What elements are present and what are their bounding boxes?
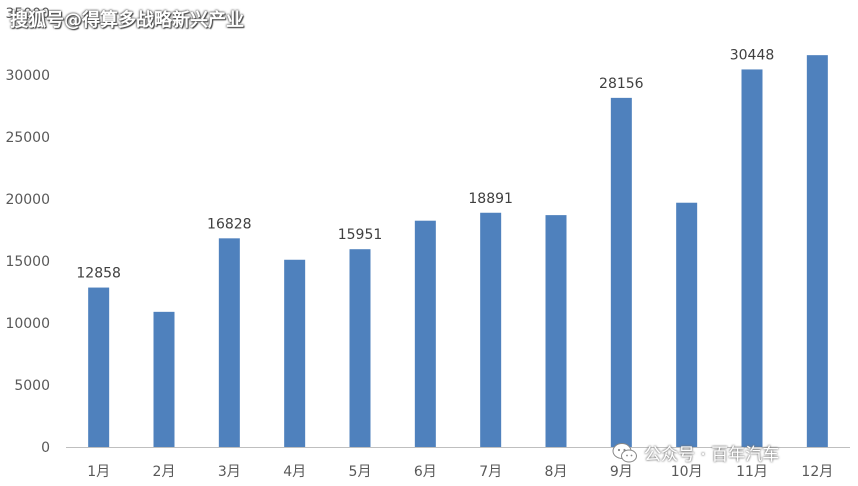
x-tick-label: 10月 xyxy=(671,464,703,480)
bar xyxy=(806,55,828,447)
bar xyxy=(741,69,763,448)
data-label: 15951 xyxy=(338,227,383,243)
bar xyxy=(153,311,175,447)
y-tick-label: 0 xyxy=(41,440,50,456)
y-tick-label: 35000 xyxy=(5,6,50,22)
bars xyxy=(88,55,828,448)
bar xyxy=(218,238,240,447)
y-tick-label: 20000 xyxy=(5,192,50,208)
watermark-top: 搜狐号@得算多战略新兴产业 xyxy=(10,10,244,31)
x-tick-label: 8月 xyxy=(545,464,568,480)
watermark-bottom: 公众号 · 百年汽车 xyxy=(612,440,779,465)
bar xyxy=(414,220,436,447)
bar xyxy=(88,287,110,447)
data-label: 12858 xyxy=(76,266,121,282)
data-label: 16828 xyxy=(207,216,252,232)
x-tick-label: 7月 xyxy=(479,464,502,480)
y-tick-label: 25000 xyxy=(5,130,50,146)
watermark-bottom-text: 公众号 · 百年汽车 xyxy=(644,445,780,465)
y-axis-ticks: 0 5000 10000 15000 20000 25000 30000 35000 xyxy=(5,6,50,456)
x-tick-label: 12月 xyxy=(801,464,833,480)
x-tick-label: 2月 xyxy=(153,464,176,480)
y-tick-label: 5000 xyxy=(14,378,50,394)
y-tick-label: 15000 xyxy=(5,254,50,270)
data-labels: 12858 16828 15951 18891 28156 30448 xyxy=(76,47,774,281)
x-tick-label: 1月 xyxy=(87,464,110,480)
bar xyxy=(284,259,306,447)
x-axis-ticks: 1月 2月 3月 4月 5月 6月 7月 8月 9月 10月 11月 12月 xyxy=(87,464,833,480)
bar xyxy=(349,249,371,447)
x-tick-label: 11月 xyxy=(736,464,768,480)
data-label: 30448 xyxy=(730,47,775,63)
data-label: 28156 xyxy=(599,76,644,92)
y-tick-label: 10000 xyxy=(5,316,50,332)
x-tick-label: 9月 xyxy=(610,464,633,480)
bar xyxy=(545,215,567,447)
x-tick-label: 5月 xyxy=(349,464,372,480)
wechat-icon xyxy=(612,442,637,462)
bar xyxy=(480,212,502,447)
x-tick-label: 3月 xyxy=(218,464,241,480)
bar xyxy=(676,202,698,447)
x-tick-label: 4月 xyxy=(283,464,306,480)
bar xyxy=(610,97,632,447)
x-tick-label: 6月 xyxy=(414,464,437,480)
y-tick-label: 30000 xyxy=(5,68,50,84)
data-label: 18891 xyxy=(468,191,513,207)
